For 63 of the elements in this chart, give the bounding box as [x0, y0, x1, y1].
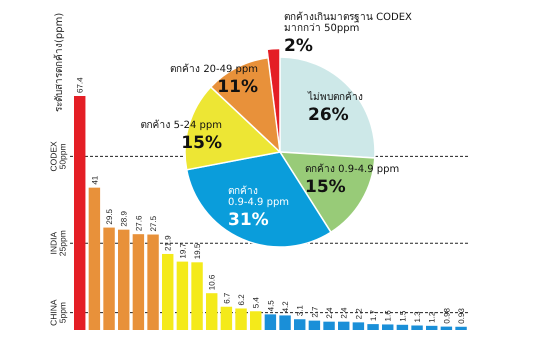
- bar: [382, 324, 394, 330]
- bar: [279, 315, 291, 330]
- bar: [191, 262, 203, 330]
- data-label: 28.9: [120, 210, 129, 227]
- data-label: 2.2: [354, 308, 364, 320]
- data-label: 10.6: [208, 274, 217, 290]
- bar: [338, 322, 350, 330]
- bar: [118, 230, 130, 330]
- bar: [264, 314, 276, 330]
- data-label: 0.98: [442, 307, 452, 324]
- data-label: 4.5: [266, 300, 276, 312]
- slice-label: ไม่พบตกค้าง: [307, 91, 363, 103]
- bar: [367, 324, 379, 330]
- bar: [440, 326, 452, 330]
- data-label: 2%: [284, 36, 313, 56]
- data-label: 26%: [308, 105, 349, 125]
- bar: [132, 234, 144, 330]
- bar: [147, 234, 159, 330]
- data-label: 21.9: [164, 234, 173, 251]
- data-label: 67.4: [76, 76, 85, 93]
- bar: [220, 306, 232, 330]
- data-label: 41: [90, 175, 100, 185]
- data-label: 19.7: [178, 242, 188, 259]
- bar: [74, 96, 86, 330]
- slice-label: ตกค้าง 0.9-4.9 ppm: [228, 185, 290, 208]
- data-label: 4.2: [281, 300, 290, 312]
- bar: [235, 308, 247, 330]
- ref-line-label: CODEX 50ppm: [48, 140, 68, 172]
- bar: [176, 262, 188, 330]
- bar: [308, 320, 320, 330]
- data-label: 15%: [305, 177, 346, 197]
- data-label: 2.4: [340, 306, 349, 319]
- bar: [294, 319, 306, 330]
- data-label: 6.2: [237, 294, 246, 306]
- data-label: 19.5: [193, 243, 202, 260]
- bar: [103, 228, 115, 330]
- data-label: 2.4: [325, 306, 334, 319]
- data-label: 6.7: [222, 292, 232, 304]
- data-label: 1.6: [384, 310, 393, 322]
- bar: [352, 322, 364, 330]
- data-label: 5.4: [252, 296, 261, 308]
- bar: [426, 326, 438, 330]
- bar: [455, 326, 467, 330]
- bar: [323, 322, 335, 330]
- data-label: 31%: [228, 210, 269, 230]
- data-label: 0.93: [457, 308, 466, 324]
- slice-label: ตกค้าง 20-49 ppm: [170, 63, 258, 75]
- slice-label: ตกค้างเกินมาตรฐาน CODEX มากกว่า 50ppm: [284, 11, 412, 34]
- bar: [396, 324, 408, 330]
- slice-label: ตกค้าง 0.9-4.9 ppm: [305, 163, 400, 175]
- bar: [88, 188, 100, 330]
- data-label: 27.5: [149, 215, 158, 232]
- y-axis-title: ระดับสารตกค้าง(ppm): [53, 12, 65, 112]
- bar: [411, 325, 423, 330]
- data-label: 2.7: [310, 306, 320, 318]
- data-label: 11%: [217, 77, 258, 97]
- data-label: 29.5: [105, 208, 114, 225]
- bar: [162, 254, 174, 330]
- data-label: 27.6: [134, 215, 144, 232]
- ref-line-label: INDIA 25ppm: [48, 230, 68, 256]
- ref-line-label: CHINA 5ppm: [48, 299, 68, 326]
- bar: [206, 293, 218, 330]
- bar: [250, 311, 262, 330]
